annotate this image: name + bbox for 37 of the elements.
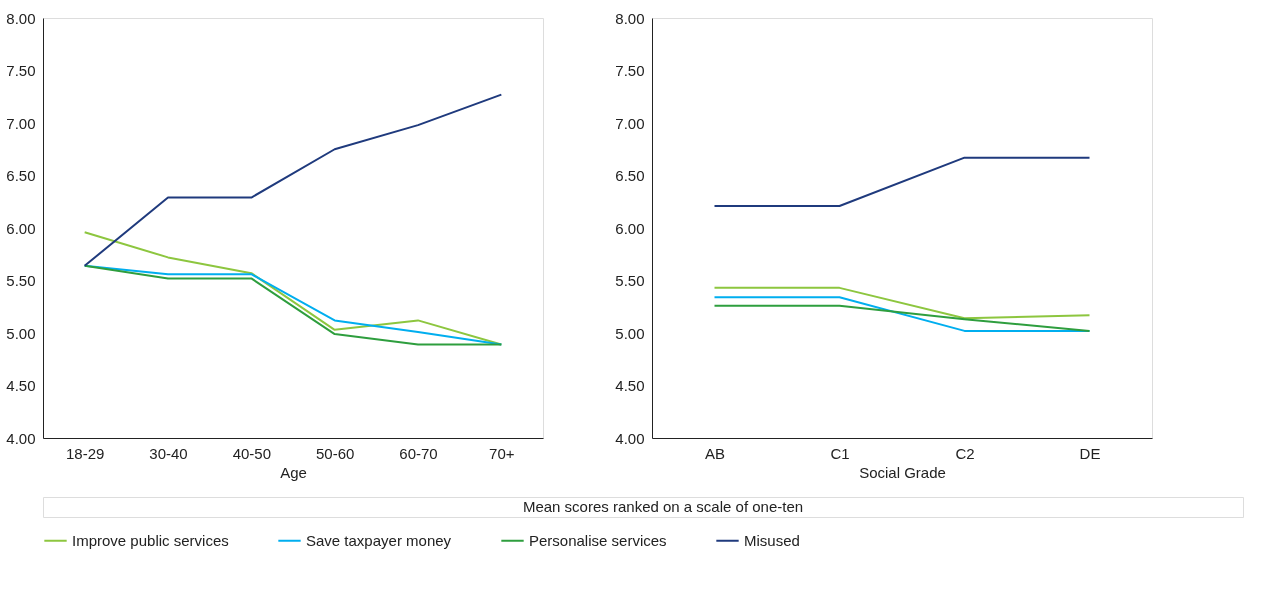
- y-tick-label: 4.00: [615, 429, 645, 447]
- x-axis-title: Age: [280, 463, 307, 481]
- x-tick-label: 50-60: [315, 444, 355, 462]
- y-tick-label: 5.00: [6, 324, 36, 342]
- x-tick-label: DE: [1079, 444, 1101, 462]
- legend-label: Misused: [744, 531, 800, 549]
- y-tick-label: 4.50: [615, 377, 645, 394]
- y-tick-label: 4.00: [6, 429, 36, 447]
- legend-label: Personalise services: [529, 531, 667, 549]
- x-tick-label: 60-70: [399, 444, 438, 462]
- y-tick-label: 6.50: [6, 167, 36, 184]
- y-tick-label: 5.50: [615, 272, 645, 289]
- x-axis-title: Social Grade: [859, 463, 946, 481]
- y-tick-label: 4.50: [6, 377, 36, 394]
- y-tick-label: 7.00: [6, 114, 36, 132]
- x-tick-label: 40-50: [232, 444, 272, 462]
- legend-label: Save taxpayer money: [306, 531, 452, 549]
- y-tick-label: 7.50: [615, 62, 645, 79]
- legend-label: Improve public services: [72, 531, 229, 549]
- y-tick-label: 7.50: [6, 62, 36, 79]
- y-tick-label: 5.50: [6, 272, 36, 289]
- x-tick-label: 30-40: [149, 444, 188, 462]
- y-tick-label: 5.00: [615, 324, 645, 342]
- x-tick-label: AB: [704, 444, 726, 462]
- x-tick-label: C2: [955, 444, 975, 462]
- y-tick-label: 8.00: [6, 9, 36, 27]
- y-tick-label: 6.00: [615, 219, 645, 237]
- x-tick-label: 18-29: [65, 444, 105, 462]
- text: Mean scores ranked on a scale of one-ten: [522, 498, 804, 515]
- x-tick-label: C1: [830, 444, 850, 462]
- y-tick-label: 7.00: [615, 114, 645, 132]
- y-tick-label: 6.50: [615, 167, 645, 184]
- line-series: [83, 93, 503, 267]
- line-series: [83, 264, 503, 346]
- y-tick-label: 8.00: [615, 9, 645, 27]
- x-tick-label: 70+: [489, 444, 515, 462]
- y-tick-label: 6.00: [6, 219, 36, 237]
